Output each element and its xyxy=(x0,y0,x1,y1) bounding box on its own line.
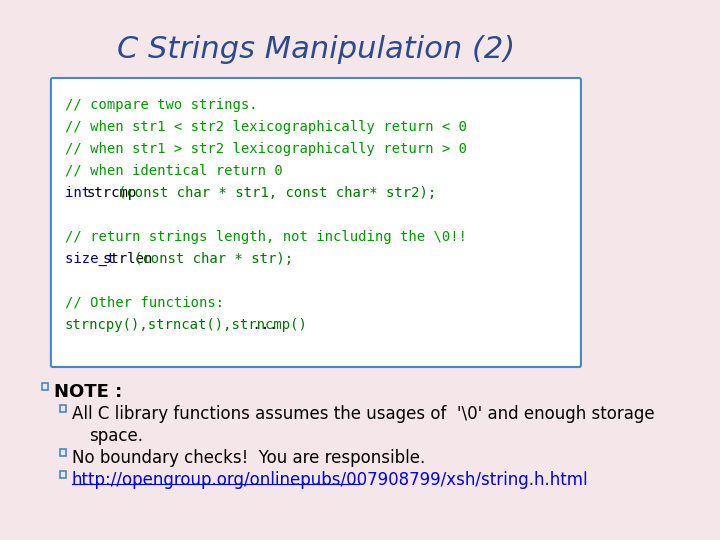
Bar xyxy=(60,449,66,456)
Text: http://opengroup.org/onlinepubs/007908799/xsh/string.h.html: http://opengroup.org/onlinepubs/00790879… xyxy=(72,471,588,489)
Text: // when str1 > str2 lexicographically return > 0: // when str1 > str2 lexicographically re… xyxy=(65,142,467,156)
Text: int: int xyxy=(65,186,99,200)
Text: NOTE :: NOTE : xyxy=(55,383,122,401)
Text: ...: ... xyxy=(219,318,277,332)
Text: size_t: size_t xyxy=(65,252,124,266)
Text: space.: space. xyxy=(89,427,143,445)
Text: // when str1 < str2 lexicographically return < 0: // when str1 < str2 lexicographically re… xyxy=(65,120,467,134)
Text: (const char * str);: (const char * str); xyxy=(134,252,293,266)
Text: (const char * str1, const char* str2);: (const char * str1, const char* str2); xyxy=(118,186,436,200)
Text: // return strings length, not including the \0!!: // return strings length, not including … xyxy=(65,230,467,244)
FancyBboxPatch shape xyxy=(51,78,581,367)
Text: strncpy(),strncat(),strncmp(): strncpy(),strncat(),strncmp() xyxy=(65,318,308,332)
Text: // compare two strings.: // compare two strings. xyxy=(65,98,258,112)
Text: No boundary checks!  You are responsible.: No boundary checks! You are responsible. xyxy=(72,449,426,467)
Text: C Strings Manipulation (2): C Strings Manipulation (2) xyxy=(117,35,515,64)
Bar xyxy=(42,383,48,390)
Text: All C library functions assumes the usages of  '\0' and enough storage: All C library functions assumes the usag… xyxy=(72,405,654,423)
Bar xyxy=(60,405,66,412)
Text: // Other functions:: // Other functions: xyxy=(65,296,224,310)
Text: strlen: strlen xyxy=(102,252,153,266)
Text: strcmp: strcmp xyxy=(86,186,136,200)
Text: // when identical return 0: // when identical return 0 xyxy=(65,164,283,178)
Bar xyxy=(60,471,66,478)
